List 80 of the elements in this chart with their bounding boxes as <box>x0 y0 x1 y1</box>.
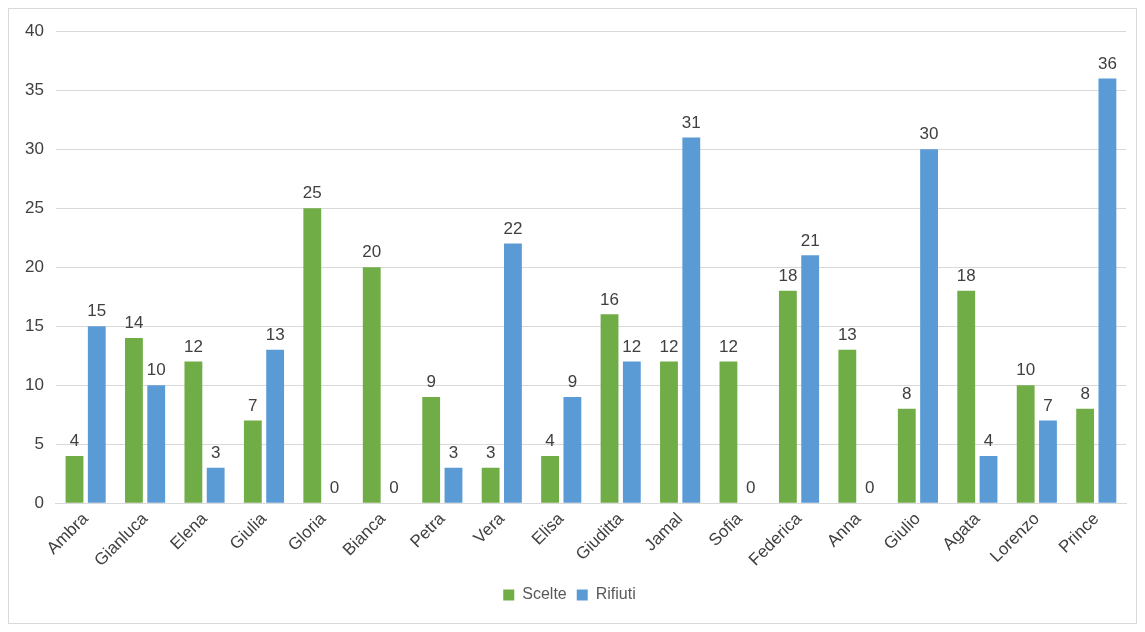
bar <box>1076 408 1095 503</box>
data-label: 0 <box>864 478 875 498</box>
bar <box>897 408 916 503</box>
y-tick-label: 25 <box>24 197 44 217</box>
data-label: 15 <box>87 301 107 321</box>
bar <box>444 467 463 503</box>
data-label: 12 <box>718 336 738 356</box>
data-label: 12 <box>622 336 642 356</box>
data-label: 16 <box>600 289 619 309</box>
y-tick-label: 5 <box>34 433 44 453</box>
data-label: 0 <box>329 478 340 498</box>
x-tick-label: Vera <box>469 508 509 548</box>
bar <box>719 361 738 503</box>
bar <box>362 267 381 503</box>
data-label: 20 <box>362 242 382 262</box>
data-label: 31 <box>681 112 701 132</box>
bar <box>660 361 678 503</box>
data-label: 9 <box>567 372 578 392</box>
bar <box>622 361 641 503</box>
bar <box>87 326 106 503</box>
legend-label: Rifiuti <box>595 585 636 603</box>
bar <box>1098 78 1117 503</box>
data-label: 8 <box>1080 383 1090 403</box>
data-label: 22 <box>503 218 523 238</box>
data-label: 3 <box>210 442 221 462</box>
data-label: 14 <box>124 313 144 333</box>
data-label: 13 <box>837 324 857 344</box>
bar <box>600 314 619 503</box>
data-label: 4 <box>69 431 80 451</box>
data-label: 13 <box>265 324 285 344</box>
data-label: 3 <box>448 442 459 462</box>
bar <box>838 349 857 503</box>
data-label: 36 <box>1097 53 1117 73</box>
bar <box>125 337 143 503</box>
bar <box>504 243 522 503</box>
bar <box>303 208 322 503</box>
data-label: 4 <box>983 431 994 451</box>
data-label: 18 <box>956 265 976 285</box>
data-label: 8 <box>902 383 912 403</box>
data-label: 18 <box>778 265 798 285</box>
data-label: 4 <box>545 431 555 451</box>
y-tick-label: 40 <box>24 20 44 40</box>
bar <box>422 396 441 503</box>
bar <box>801 255 820 503</box>
bar <box>266 349 285 503</box>
y-tick-label: 15 <box>24 315 44 335</box>
bar <box>563 396 582 503</box>
bar <box>682 137 701 503</box>
bar <box>979 455 998 503</box>
data-label: 0 <box>389 478 399 498</box>
bar <box>206 467 225 503</box>
bar <box>65 455 84 503</box>
bar <box>1016 385 1035 503</box>
data-label: 10 <box>146 360 166 380</box>
bar <box>481 467 500 503</box>
data-label: 7 <box>248 395 258 415</box>
data-label: 25 <box>302 183 322 203</box>
y-tick-label: 0 <box>34 492 44 512</box>
bar <box>147 385 166 503</box>
data-label: 3 <box>485 442 496 462</box>
data-label: 12 <box>659 336 679 356</box>
legend-label: Scelte <box>522 585 567 603</box>
data-label: 9 <box>426 372 436 392</box>
bar <box>184 361 203 503</box>
data-label: 21 <box>800 230 820 250</box>
data-label: 30 <box>919 124 939 144</box>
data-label: 7 <box>1043 395 1053 415</box>
bar <box>920 149 938 503</box>
y-tick-label: 35 <box>24 79 44 99</box>
bar <box>957 290 976 503</box>
data-label: 0 <box>745 478 756 498</box>
y-tick-label: 10 <box>24 374 44 394</box>
data-label: 12 <box>183 336 203 356</box>
bar <box>243 420 262 503</box>
bar <box>1039 420 1057 503</box>
bar <box>778 290 797 503</box>
y-tick-label: 20 <box>24 256 44 276</box>
data-label: 10 <box>1016 360 1036 380</box>
y-tick-label: 30 <box>24 138 44 158</box>
bar <box>541 455 559 503</box>
